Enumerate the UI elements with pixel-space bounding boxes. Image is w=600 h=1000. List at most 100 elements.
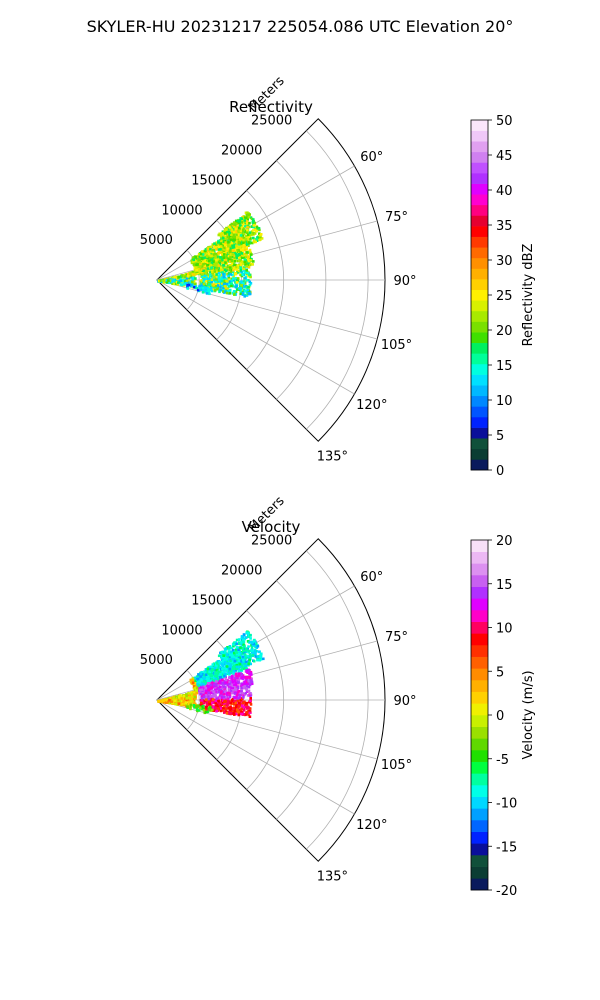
- echo-gate: [243, 645, 246, 648]
- echo-gate: [243, 637, 247, 641]
- echo-gate: [232, 656, 236, 660]
- echo-gate: [193, 682, 197, 685]
- echo-gate: [245, 688, 248, 692]
- echo-gate: [235, 285, 238, 288]
- echo-gate: [224, 689, 227, 693]
- colorbar-swatch: [471, 645, 488, 657]
- echo-gate: [252, 260, 255, 263]
- echo-gate: [217, 241, 220, 244]
- echo-gate: [242, 236, 246, 240]
- echo-gate: [238, 224, 242, 227]
- echo-gate: [255, 237, 258, 241]
- echo-gate: [225, 711, 229, 715]
- echo-gate: [244, 224, 247, 228]
- echo-gate: [174, 702, 178, 706]
- echo-gate: [244, 647, 248, 651]
- echo-gate: [247, 651, 250, 654]
- echo-gate: [244, 660, 248, 664]
- echo-gate: [186, 287, 190, 290]
- echo-gate: [214, 255, 217, 259]
- echo-gate: [236, 233, 239, 237]
- echo-gate: [248, 683, 252, 687]
- echo-gate: [233, 230, 236, 234]
- echo-gate: [227, 285, 231, 288]
- echo-gate: [233, 223, 236, 226]
- echo-gate: [192, 271, 196, 275]
- echo-gate: [222, 275, 226, 279]
- echo-gate: [198, 258, 202, 261]
- echo-gate: [205, 677, 209, 680]
- echo-gate: [241, 662, 245, 665]
- echo-gate: [214, 288, 217, 292]
- echo-gate: [223, 674, 226, 678]
- echo-gate: [214, 688, 217, 692]
- echo-gate: [222, 242, 226, 245]
- echo-gate: [247, 285, 250, 289]
- echo-gate: [210, 706, 214, 709]
- echo-gate: [203, 671, 207, 674]
- echo-gate: [205, 265, 208, 269]
- echo-gate: [219, 672, 222, 676]
- echo-gate: [244, 683, 247, 686]
- echo-gate: [246, 676, 250, 679]
- echo-gate: [205, 704, 209, 707]
- echo-gate: [237, 659, 241, 662]
- echo-gate: [168, 698, 171, 702]
- echo-gate: [226, 653, 229, 656]
- colorbar-swatch: [471, 279, 488, 290]
- echo-gate: [205, 706, 208, 709]
- echo-gate: [246, 258, 250, 261]
- echo-gate: [213, 260, 217, 264]
- echo-gate: [206, 277, 210, 281]
- echo-gate: [221, 258, 224, 262]
- echo-gate: [242, 709, 246, 712]
- echo-gate: [203, 259, 207, 263]
- echo-gate: [250, 673, 253, 676]
- echo-gate: [207, 252, 211, 256]
- echo-gate: [234, 681, 238, 685]
- echo-gate: [206, 679, 210, 682]
- echo-gate: [185, 277, 189, 280]
- echo-gate: [248, 263, 252, 267]
- echo-gate: [190, 678, 193, 682]
- echo-gate: [197, 259, 200, 263]
- echo-gate: [234, 272, 237, 275]
- echo-gate: [231, 709, 235, 712]
- colorbar-tick-label: 20: [496, 324, 513, 339]
- echo-gate: [200, 670, 203, 674]
- echo-gate: [233, 709, 237, 713]
- echo-gate: [225, 668, 229, 671]
- echo-gate: [224, 238, 228, 241]
- echo-gate: [227, 254, 231, 258]
- echo-gate: [191, 278, 194, 281]
- echo-gate: [233, 243, 236, 247]
- echo-gate: [245, 251, 248, 254]
- echo-gate: [227, 280, 230, 283]
- echo-gate: [225, 250, 229, 253]
- echo-gate: [227, 237, 231, 240]
- echo-gate: [246, 647, 249, 650]
- echo-gate: [231, 225, 234, 228]
- echo-gate: [245, 286, 249, 289]
- echo-gate: [238, 287, 241, 290]
- colorbar-tick-label: -10: [496, 797, 517, 812]
- echo-gate: [242, 633, 246, 636]
- echo-gate: [250, 682, 254, 685]
- echo-gate: [182, 278, 185, 282]
- echo-gate: [238, 696, 241, 699]
- echo-gate: [181, 276, 184, 280]
- echo-gate: [241, 248, 245, 252]
- echo-gate: [234, 686, 237, 689]
- echo-gate: [232, 661, 236, 665]
- echo-gate: [217, 247, 220, 251]
- echo-gate: [234, 678, 237, 682]
- angle-tick-label: 135°: [317, 449, 348, 464]
- echo-gate: [227, 289, 231, 293]
- colorbar-swatch: [471, 691, 488, 704]
- echo-gate: [246, 211, 249, 214]
- range-ring: [246, 190, 285, 370]
- echo-gate: [236, 264, 240, 267]
- echo-gate: [208, 700, 211, 703]
- echo-gate: [231, 687, 235, 690]
- echo-gate: [234, 692, 237, 695]
